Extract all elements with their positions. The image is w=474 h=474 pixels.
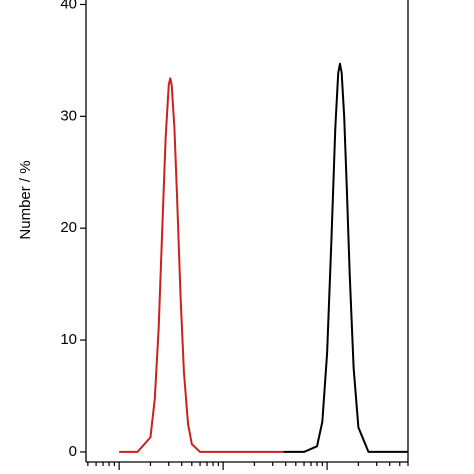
y-tick-label: 30 xyxy=(60,107,77,124)
y-tick-label: 10 xyxy=(60,331,77,348)
y-axis-label: Number / % xyxy=(17,160,34,239)
y-tick-label: 40 xyxy=(60,0,77,12)
y-tick-label: 20 xyxy=(60,219,77,236)
y-tick-label: 0 xyxy=(69,443,77,460)
series-line xyxy=(283,62,408,453)
series-line xyxy=(119,77,284,453)
